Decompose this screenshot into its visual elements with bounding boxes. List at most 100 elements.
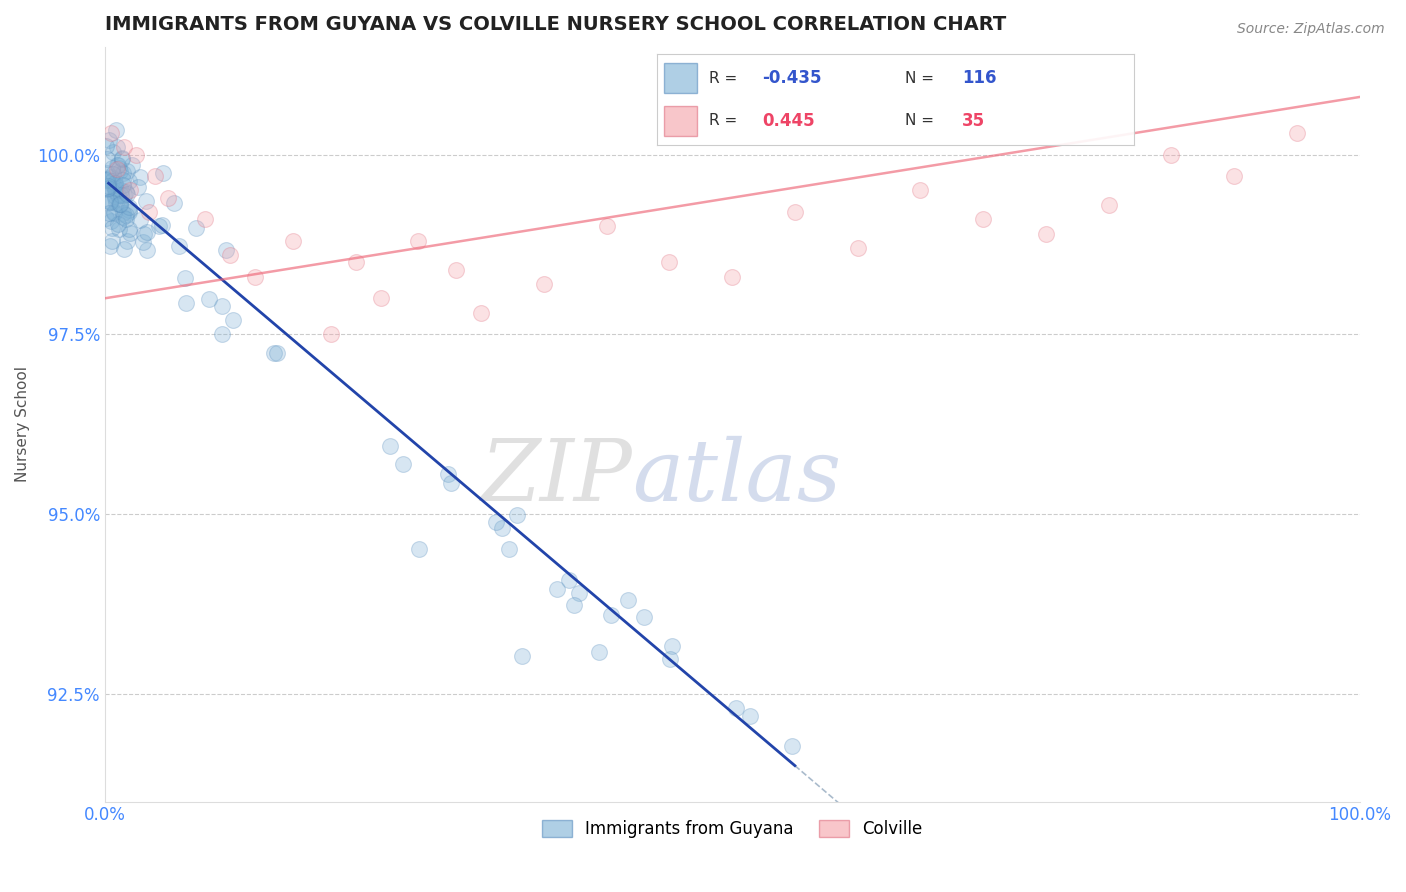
Point — [118, 226, 141, 240]
Point — [783, 205, 806, 219]
Point — [100, 174, 122, 188]
Point — [118, 222, 141, 236]
Point — [105, 161, 128, 176]
Point — [108, 197, 131, 211]
Point — [156, 191, 179, 205]
Point — [97, 133, 120, 147]
Point — [104, 189, 127, 203]
Point — [148, 219, 170, 233]
Point — [506, 508, 529, 522]
Point — [167, 238, 190, 252]
Point — [910, 184, 932, 198]
Point — [485, 515, 508, 529]
Point — [101, 234, 124, 248]
Point — [112, 242, 135, 256]
Point — [107, 188, 129, 202]
Point — [112, 173, 135, 187]
Point — [111, 153, 134, 167]
Text: atlas: atlas — [631, 435, 841, 518]
Point — [108, 164, 131, 178]
Point — [114, 212, 136, 227]
Point — [118, 200, 141, 214]
Point — [115, 207, 138, 221]
Point — [392, 457, 415, 471]
Point — [491, 521, 513, 535]
Point — [112, 187, 135, 202]
Point — [121, 158, 143, 172]
Point — [1035, 227, 1057, 241]
Point — [103, 205, 125, 219]
Point — [101, 161, 124, 176]
Point — [658, 255, 681, 269]
Point — [108, 222, 131, 236]
Point — [96, 181, 118, 195]
Point — [408, 542, 430, 557]
Point — [132, 227, 155, 241]
Point — [245, 269, 267, 284]
Point — [658, 652, 681, 666]
Point — [118, 202, 141, 217]
Point — [533, 277, 555, 291]
Text: Source: ZipAtlas.com: Source: ZipAtlas.com — [1237, 22, 1385, 37]
Point — [588, 645, 610, 659]
Text: IMMIGRANTS FROM GUYANA VS COLVILLE NURSERY SCHOOL CORRELATION CHART: IMMIGRANTS FROM GUYANA VS COLVILLE NURSE… — [105, 15, 1007, 34]
Point — [510, 648, 533, 663]
Point — [97, 181, 120, 195]
Point — [440, 475, 463, 490]
Point — [129, 170, 152, 185]
Point — [138, 205, 160, 219]
Point — [972, 212, 994, 227]
Point — [1160, 147, 1182, 161]
Point — [1285, 126, 1308, 140]
Point — [263, 346, 285, 360]
Point — [408, 234, 430, 248]
Point — [118, 184, 141, 198]
Point — [104, 184, 127, 198]
Point — [101, 145, 124, 160]
Point — [96, 172, 118, 186]
Point — [101, 221, 124, 235]
Point — [112, 140, 135, 154]
Point — [319, 327, 342, 342]
Point — [150, 218, 173, 232]
Point — [125, 147, 148, 161]
Point — [128, 213, 150, 227]
Point — [118, 174, 141, 188]
Point — [599, 607, 621, 622]
Point — [222, 313, 245, 327]
Point — [567, 585, 589, 599]
Point — [558, 574, 581, 588]
Point — [104, 178, 127, 192]
Point — [470, 306, 492, 320]
Point — [370, 291, 392, 305]
Point — [173, 271, 195, 285]
Point — [782, 739, 804, 754]
Point — [105, 157, 128, 171]
Point — [100, 170, 122, 185]
Point — [94, 172, 117, 186]
Point — [444, 262, 467, 277]
Point — [98, 194, 121, 209]
Point — [1097, 198, 1119, 212]
Point — [97, 181, 120, 195]
Point — [100, 126, 122, 140]
Point — [131, 235, 153, 250]
Point — [97, 206, 120, 220]
Point — [198, 292, 221, 306]
Legend: Immigrants from Guyana, Colville: Immigrants from Guyana, Colville — [534, 811, 931, 847]
Point — [96, 153, 118, 167]
Point — [633, 610, 655, 624]
Point — [846, 241, 869, 255]
Point — [266, 345, 288, 359]
Point — [96, 138, 118, 153]
Point — [104, 191, 127, 205]
Point — [107, 217, 129, 231]
Point — [281, 234, 304, 248]
Point — [127, 179, 149, 194]
Point — [101, 167, 124, 181]
Point — [118, 204, 141, 219]
Point — [107, 196, 129, 211]
Point — [103, 206, 125, 220]
Point — [115, 186, 138, 201]
Point — [595, 219, 617, 234]
